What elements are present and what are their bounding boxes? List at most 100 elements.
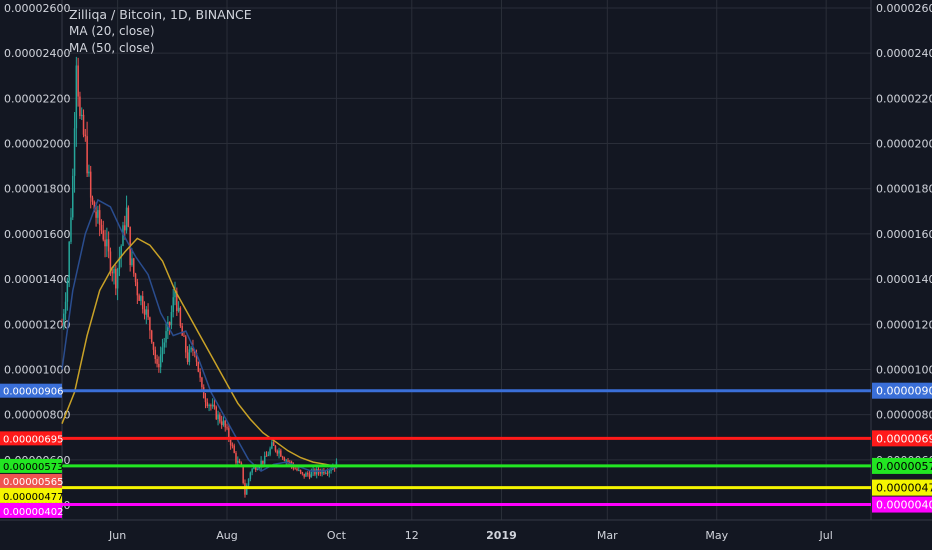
candle-body <box>154 349 157 360</box>
candle-body <box>165 331 167 343</box>
candle-body <box>124 225 126 231</box>
candle-body <box>79 96 81 117</box>
candle-body <box>238 460 241 464</box>
level-price-tag-left-label: 0.00000906 <box>3 387 63 398</box>
candle-body <box>235 452 237 463</box>
candle-body <box>215 406 218 420</box>
candle-body <box>174 291 176 298</box>
y-tick-label-left: 0.00001200 <box>4 318 70 331</box>
candle-body <box>185 336 187 353</box>
level-price-tag-left-label: 0.00000477 <box>3 492 63 503</box>
candle-body <box>233 445 235 453</box>
candle-body <box>213 404 216 407</box>
candle-body <box>260 460 262 467</box>
level-price-tag-left <box>0 488 62 503</box>
y-tick-label-right: 0.00001200 <box>876 318 932 331</box>
candle-body <box>192 347 194 351</box>
candle-body <box>80 114 83 117</box>
candle-body <box>280 450 282 457</box>
candle-body <box>104 239 106 247</box>
candle-body <box>115 268 117 289</box>
candle-body <box>186 352 189 362</box>
candle-body <box>133 258 135 274</box>
candle-body <box>89 171 92 198</box>
candle-body <box>107 239 110 252</box>
y-tick-label-left: 0.00002200 <box>4 92 70 105</box>
candle-body <box>276 450 279 454</box>
candle-body <box>122 225 124 246</box>
candle-body <box>281 456 284 459</box>
y-tick-label-left: 0.00002000 <box>4 138 70 151</box>
level-price-tag-left <box>0 383 62 398</box>
candle-body <box>140 296 142 301</box>
y-tick-label-left: 0.00001600 <box>4 228 70 241</box>
candle-body <box>72 175 74 218</box>
level-price-tag-left <box>0 473 62 488</box>
candle-body <box>298 469 300 471</box>
candle-body <box>226 427 228 429</box>
x-tick-label: Jul <box>819 529 833 542</box>
candle-body <box>109 251 112 272</box>
candle-body <box>249 472 252 479</box>
level-price-tag-right-label: 0.00000906 <box>876 385 932 398</box>
candle-body <box>256 468 259 470</box>
y-tick-label-left: 0.00001800 <box>4 183 70 196</box>
level-price-tag-left <box>0 503 62 518</box>
indicator-ma50-label[interactable]: MA (50, close) <box>69 41 155 55</box>
candle-body <box>68 241 70 281</box>
candle-body <box>141 296 144 310</box>
candle-body <box>149 317 151 331</box>
candle-body <box>93 201 96 212</box>
candle-body <box>150 330 153 343</box>
candle-body <box>247 478 250 486</box>
candle-body <box>147 309 149 318</box>
candle-body <box>118 257 121 269</box>
candle-body <box>201 377 203 388</box>
candle-body <box>111 271 113 274</box>
candle-body <box>152 342 155 350</box>
candle-body <box>206 402 209 407</box>
candle-body <box>170 312 173 326</box>
candle-body <box>177 307 180 312</box>
candle-body <box>272 442 275 446</box>
level-price-tag-right <box>872 457 932 474</box>
chart-title: Zilliqa / Bitcoin, 1D, BINANCE <box>69 7 252 22</box>
candle-body <box>168 322 171 326</box>
candle-body <box>86 136 88 174</box>
y-tick-label-right: 0.00002000 <box>876 138 932 151</box>
candle-body <box>88 171 90 174</box>
candle-body <box>176 291 178 312</box>
candle-body <box>95 211 97 218</box>
candle-body <box>324 472 327 474</box>
level-price-tag-right-label: 0.00000477 <box>876 482 932 495</box>
candle-body <box>179 307 182 326</box>
y-tick-label-right: 0.00001400 <box>876 273 932 286</box>
level-price-tag-right <box>872 382 932 399</box>
candle-body <box>204 398 207 403</box>
level-price-tag-right <box>872 479 932 496</box>
candle-body <box>77 65 79 97</box>
x-tick-label: 12 <box>405 529 419 542</box>
y-tick-label-left: 0.00001000 <box>4 363 70 376</box>
candle-body <box>66 280 69 302</box>
candle-body <box>267 454 270 456</box>
candle-body <box>237 460 239 463</box>
candle-body <box>305 473 307 477</box>
candle-body <box>75 65 78 129</box>
level-price-tag-left <box>0 431 62 446</box>
candle-body <box>251 468 253 473</box>
candle-body <box>125 207 128 231</box>
candle-body <box>306 473 309 475</box>
indicator-ma20-label[interactable]: MA (20, close) <box>69 24 155 38</box>
candle-body <box>134 273 137 283</box>
candle-body <box>106 239 108 247</box>
candle-body <box>199 371 201 378</box>
level-price-tag-left-label: 0.00000573 <box>3 462 63 473</box>
candle-body <box>188 349 191 362</box>
candle-body <box>138 295 140 301</box>
candle-body <box>274 445 277 451</box>
candle-body <box>120 245 122 258</box>
candle-body <box>310 471 313 478</box>
candle-body <box>289 461 291 463</box>
